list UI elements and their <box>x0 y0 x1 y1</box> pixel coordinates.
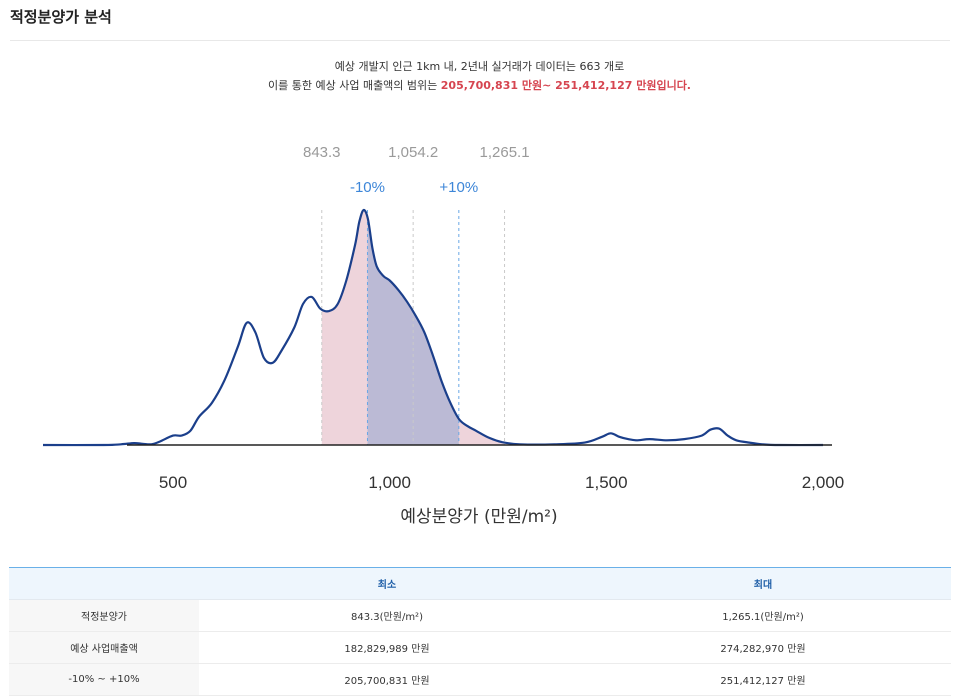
row-max-value: 251,412,127 만원 <box>575 663 951 696</box>
table-header-corner <box>9 567 199 600</box>
table-header-min: 최소 <box>199 567 575 600</box>
marker-label: 1,265.1 <box>480 144 530 161</box>
summary-prefix: 이를 통한 예상 사업 매출액의 범위는 <box>268 79 441 92</box>
table-header-max: 최대 <box>575 567 951 600</box>
row-max-value: 1,265.1(만원/m²) <box>575 599 951 632</box>
table-header-row: 최소 최대 <box>9 567 951 600</box>
pct-marker-label: +10% <box>439 179 478 196</box>
row-label: 예상 사업매출액 <box>9 631 199 664</box>
x-axis-label: 예상분양가 (만원/m²) <box>400 507 557 527</box>
row-min-value: 182,829,989 만원 <box>199 631 575 664</box>
x-tick-label: 1,000 <box>368 473 411 492</box>
x-tick-label: 2,000 <box>802 473 845 492</box>
x-tick-label: 500 <box>159 473 187 492</box>
summary-line-2: 이를 통한 예상 사업 매출액의 범위는 205,700,831 만원~ 251… <box>0 77 959 93</box>
result-table: 최소 최대 적정분양가 843.3(만원/m²) 1,265.1(만원/m²) … <box>9 567 951 696</box>
table-row: 예상 사업매출액 182,829,989 만원 274,282,970 만원 <box>9 631 951 664</box>
summary-range-highlight: 205,700,831 만원~ 251,412,127 만원입니다. <box>440 79 691 92</box>
density-chart: 843.3 1,054.2 1,265.1 -10% +10% 500 1,000 1,500… <box>42 144 845 527</box>
row-label: 적정분양가 <box>9 599 199 632</box>
marker-label: 1,054.2 <box>388 144 438 161</box>
chart-plot-area: 843.3 1,054.2 1,265.1 -10% +10% 500 1,000 1,500… <box>42 144 845 527</box>
row-min-value: 205,700,831 만원 <box>199 663 575 696</box>
page-title: 적정분양가 분석 <box>10 8 112 26</box>
table-row: 적정분양가 843.3(만원/m²) 1,265.1(만원/m²) <box>9 599 951 632</box>
row-min-value: 843.3(만원/m²) <box>199 599 575 632</box>
x-tick-label: 1,500 <box>585 473 628 492</box>
marker-label: 843.3 <box>303 144 341 161</box>
pct-marker-label: -10% <box>350 179 385 196</box>
row-label: -10% ~ +10% <box>9 663 199 696</box>
summary-line-1: 예상 개발지 인근 1km 내, 2년내 실거래가 데이터는 663 개로 <box>334 60 625 73</box>
table-row: -10% ~ +10% 205,700,831 만원 251,412,127 만… <box>9 663 951 696</box>
row-max-value: 274,282,970 만원 <box>575 631 951 664</box>
title-divider <box>10 40 950 41</box>
density-line <box>42 208 824 447</box>
